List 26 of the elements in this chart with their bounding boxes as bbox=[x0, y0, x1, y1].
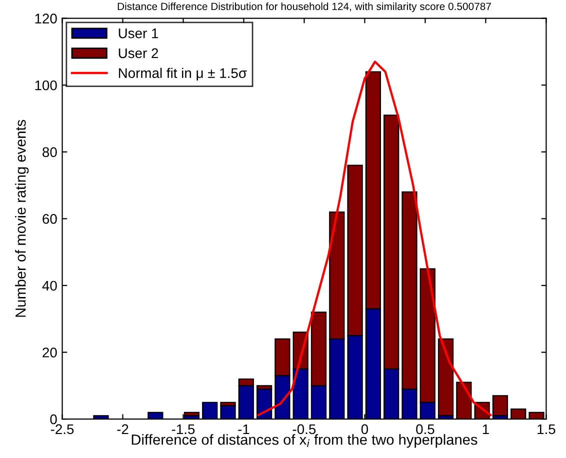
legend-label: Normal fit in μ ± 1.5σ bbox=[118, 68, 247, 81]
y-tick-label: 40 bbox=[42, 280, 57, 291]
x-tick-label: -2.5 bbox=[50, 424, 74, 434]
bar bbox=[438, 338, 454, 416]
x-tick-label: 0.5 bbox=[416, 424, 434, 434]
y-tick-label: 100 bbox=[35, 80, 57, 90]
y-tick-label: 80 bbox=[42, 147, 57, 158]
x-tick-label: -1 bbox=[238, 424, 250, 434]
y-tick-label: 0 bbox=[50, 414, 57, 424]
chart-title: Distance Difference Distribution for household 124, with similarity score 0.500787 bbox=[118, 2, 491, 12]
legend-label: User 1 bbox=[118, 28, 158, 38]
x-tick-label: -2 bbox=[117, 424, 128, 434]
bar bbox=[184, 412, 200, 416]
x-tick-label: -0.5 bbox=[292, 424, 316, 434]
y-axis-title: Number of movie rating events bbox=[15, 120, 29, 317]
x-tick-label: 0 bbox=[361, 424, 368, 434]
bar bbox=[492, 395, 508, 416]
y-tick-label: 60 bbox=[42, 214, 57, 224]
y-tick-label: 20 bbox=[42, 348, 57, 358]
line-series bbox=[257, 60, 492, 416]
x-tick-label: 1.5 bbox=[538, 424, 556, 434]
legend-label: User 2 bbox=[118, 48, 158, 58]
x-axis-title: Difference of distances of x$_{i}$ from the two hyperplanes bbox=[132, 434, 478, 448]
x-tick-label: 1 bbox=[482, 424, 489, 434]
y-tick-label: 120 bbox=[35, 14, 57, 24]
x-tick-label: -1.5 bbox=[172, 424, 195, 434]
